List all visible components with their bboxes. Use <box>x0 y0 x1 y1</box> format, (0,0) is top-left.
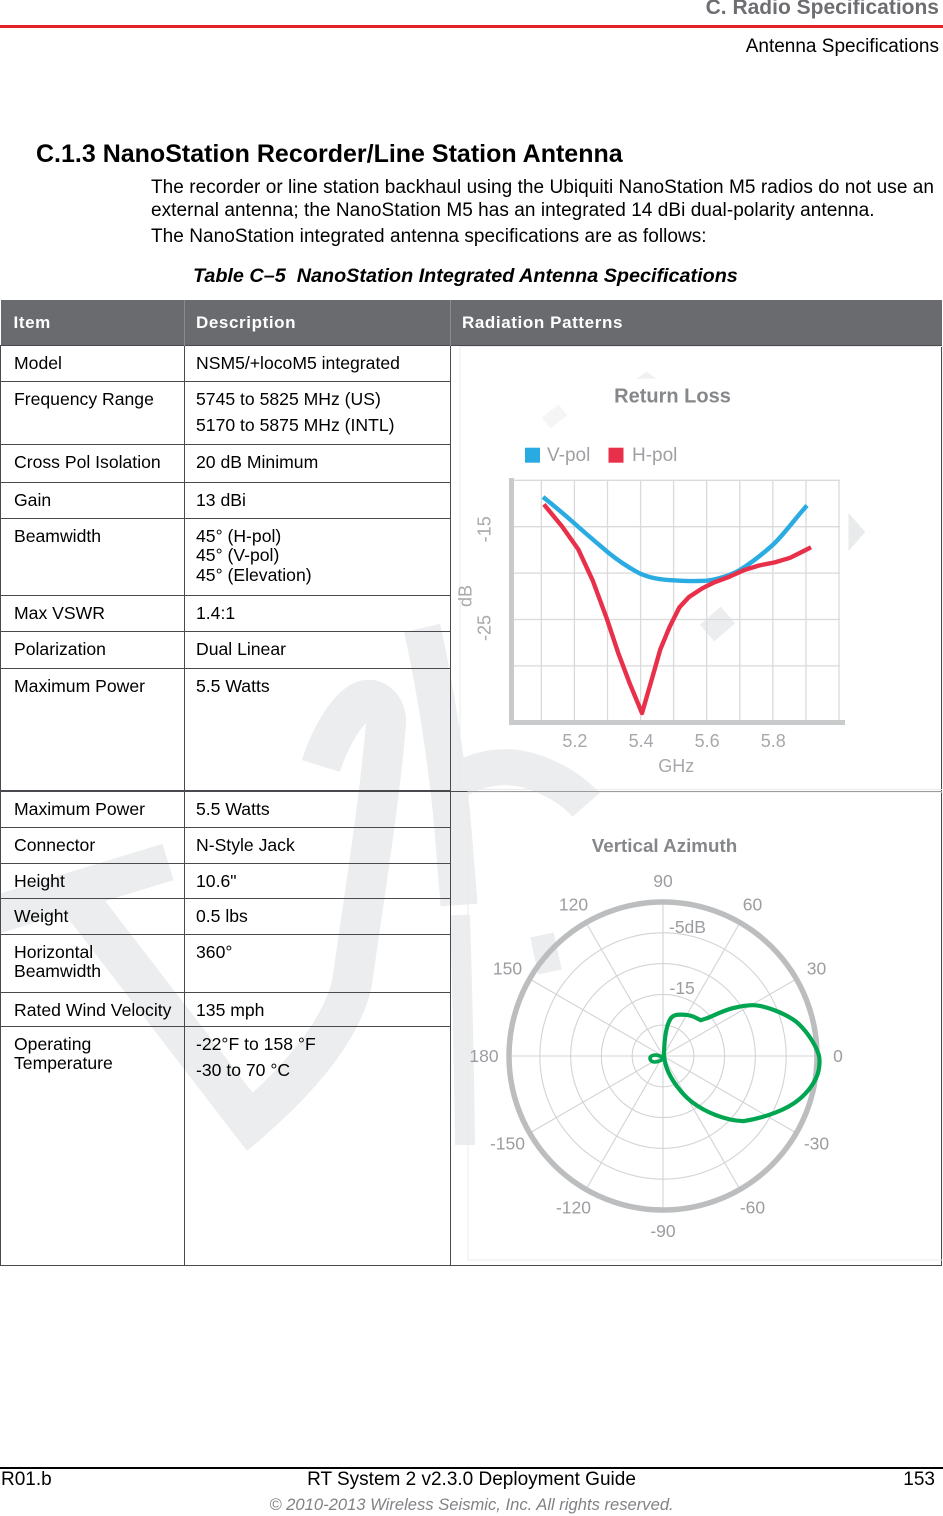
svg-text:-25: -25 <box>475 615 495 641</box>
svg-text:5.8: 5.8 <box>761 731 786 751</box>
svg-text:5.6: 5.6 <box>695 731 720 751</box>
svg-text:0: 0 <box>833 1046 843 1066</box>
svg-text:H-pol: H-pol <box>632 445 677 466</box>
svg-text:150: 150 <box>493 959 522 979</box>
svg-text:-5dB: -5dB <box>669 917 706 937</box>
svg-text:5.4: 5.4 <box>629 731 654 751</box>
svg-text:Return Loss: Return Loss <box>614 386 731 408</box>
svg-text:-150: -150 <box>490 1134 525 1154</box>
svg-text:-30: -30 <box>804 1134 830 1154</box>
svg-text:-15: -15 <box>670 978 695 998</box>
svg-text:GHz: GHz <box>658 756 694 776</box>
svg-text:-15: -15 <box>475 516 495 542</box>
svg-text:120: 120 <box>559 895 588 915</box>
svg-text:-60: -60 <box>740 1198 766 1218</box>
svg-text:-120: -120 <box>556 1198 591 1218</box>
svg-text:180: 180 <box>469 1046 498 1066</box>
svg-text:90: 90 <box>653 871 673 891</box>
svg-text:5.2: 5.2 <box>562 731 587 751</box>
svg-text:dB: dB <box>456 585 476 607</box>
svg-text:V-pol: V-pol <box>547 445 590 466</box>
svg-text:Vertical Azimuth: Vertical Azimuth <box>592 835 737 856</box>
svg-text:-90: -90 <box>650 1221 676 1241</box>
svg-text:60: 60 <box>743 895 763 915</box>
svg-text:30: 30 <box>807 959 827 979</box>
